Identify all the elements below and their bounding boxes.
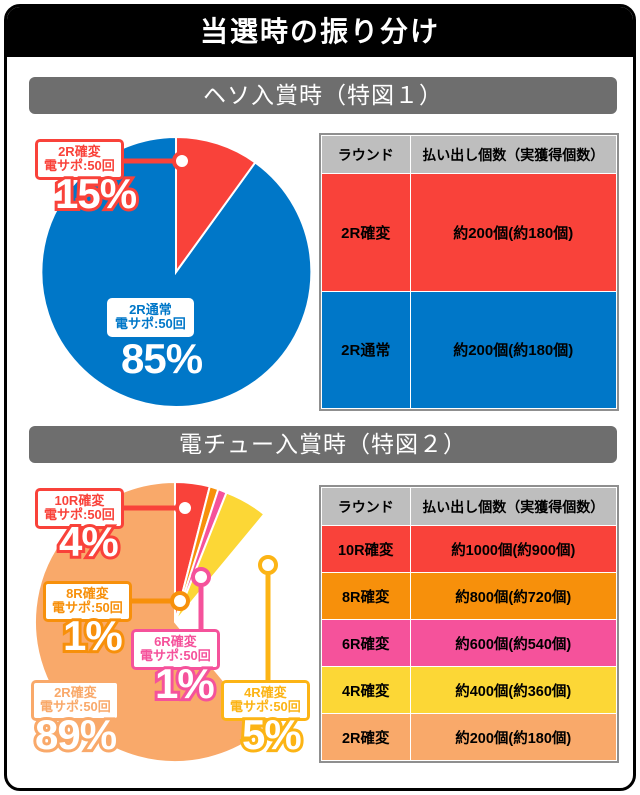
pie-callout-6r-line2: 電サポ:50回: [140, 648, 211, 664]
pie-percent-6r-kakuhen: 1% 1%: [152, 660, 218, 708]
pie-callout-2r-line1: 2R確変: [54, 685, 97, 700]
table-header-round: ラウンド: [321, 487, 411, 526]
section-header-denchu-label: 電チュー入賞時（特図２）: [179, 431, 467, 457]
pie-callout-10r-line2: 電サポ:50回: [44, 507, 115, 523]
payout-table-heso: ラウンド 払い出し個数（実獲得個数） 2R確変 約200個(約180個) 2R通…: [319, 133, 619, 411]
pie-callout-10r-line1: 10R確変: [54, 493, 105, 508]
table-row: 2R確変 約200個(約180個): [321, 173, 617, 292]
table-cell-round: 8R確変: [321, 572, 411, 620]
table-header-row: ラウンド 払い出し個数（実獲得個数）: [321, 487, 617, 526]
table-header-payout: 払い出し個数（実獲得個数）: [409, 135, 617, 174]
table-header-payout: 払い出し個数（実獲得個数）: [409, 487, 617, 526]
table-row: 2R通常 約200個(約180個): [321, 290, 617, 409]
pie-leader-dot-6r: [191, 567, 211, 587]
table-row: 10R確変 約1000個(約900個): [321, 525, 617, 573]
table-cell-payout: 約1000個(約900個): [409, 525, 617, 573]
table-cell-round: 2R確変: [321, 173, 411, 292]
table-row: 6R確変 約600個(約540個): [321, 619, 617, 667]
pie-callout-4r-kakuhen: 4R確変 電サポ:50回: [221, 680, 310, 722]
pie-slice-2r-kakuhen: [175, 135, 257, 276]
pie-callout-2r-normal-line2: 電サポ:50回: [115, 316, 186, 332]
table-row: 4R確変 約400個(約360個): [321, 666, 617, 714]
table-cell-payout: 約800個(約720個): [409, 572, 617, 620]
pie-leader-dot-4r: [258, 555, 278, 575]
pie-callout-2r-line2: 電サポ:50回: [40, 699, 111, 715]
pie-callout-2r-kakuhen: 2R確変 電サポ:50回: [35, 139, 124, 181]
pie-percent-10r-kakuhen: 4% 4%: [56, 518, 122, 566]
table-cell-payout: 約400個(約360個): [409, 666, 617, 714]
table-row: 8R確変 約800個(約720個): [321, 572, 617, 620]
pie-leader-dot-2r-kakuhen: [172, 151, 192, 171]
pie-callout-4r-line2: 電サポ:50回: [230, 699, 301, 715]
payout-table-denchu: ラウンド 払い出し個数（実獲得個数） 10R確変 約1000個(約900個) 8…: [319, 485, 619, 763]
pie-slice-4r-kakuhen: [174, 491, 266, 623]
pie-callout-2r-kakuhen-line1: 2R確変: [58, 144, 101, 159]
table-cell-round: 2R通常: [321, 290, 411, 409]
pie-callout-8r-kakuhen: 8R確変 電サポ:50回: [43, 581, 132, 623]
pie-leader-dot-10r: [175, 498, 195, 518]
pie-callout-8r-line1: 8R確変: [66, 586, 109, 601]
pie-percent-4r-kakuhen: 5% 5%: [239, 711, 305, 759]
table-cell-round: 2R確変: [321, 713, 411, 761]
table-header-row: ラウンド 払い出し個数（実獲得個数）: [321, 135, 617, 174]
outer-frame: 当選時の振り分け ヘソ入賞時（特図１） 2R確変 電サポ:50回: [4, 4, 636, 791]
pie-callout-2r-kakuhen-line2: 電サポ:50回: [44, 158, 115, 174]
pie-callout-6r-kakuhen: 6R確変 電サポ:50回: [131, 629, 220, 671]
pie-callout-6r-line1: 6R確変: [154, 634, 197, 649]
section-header-denchu: 電チュー入賞時（特図２）: [29, 426, 617, 463]
pie-percent-8r-kakuhen: 1% 1%: [60, 612, 126, 660]
table-row: 2R確変 約200個(約180個): [321, 713, 617, 761]
table-cell-round: 6R確変: [321, 619, 411, 667]
table-cell-payout: 約200個(約180個): [409, 290, 617, 409]
table-cell-payout: 約600個(約540個): [409, 619, 617, 667]
section-header-heso: ヘソ入賞時（特図１）: [29, 77, 617, 114]
pie-chart-denchu: 10R確変 電サポ:50回 4% 4% 8R確変 電サポ:50回 1% 1%: [25, 477, 325, 777]
page-title-bar: 当選時の振り分け: [7, 7, 633, 57]
pie-callout-8r-line2: 電サポ:50回: [52, 600, 123, 616]
pie-chart-heso: 2R確変 電サポ:50回 15% 15% 2R通常 電サポ:50回 85% 85…: [35, 133, 315, 411]
pie-leader-dot-8r: [170, 591, 190, 611]
pie-callout-10r-kakuhen: 10R確変 電サポ:50回: [35, 488, 124, 530]
pie-callout-4r-line1: 4R確変: [244, 685, 287, 700]
page-title: 当選時の振り分け: [199, 16, 440, 47]
table-cell-round: 10R確変: [321, 525, 411, 573]
section-header-heso-label: ヘソ入賞時（特図１）: [203, 82, 443, 108]
table-header-round: ラウンド: [321, 135, 411, 174]
pie-callout-2r-normal-line1: 2R通常: [129, 302, 172, 317]
pie-percent-2r-normal: 85% 85%: [118, 335, 206, 383]
pie-percent-2r-kakuhen: 15% 15%: [52, 170, 140, 218]
pie-callout-2r-kakuhen: 2R確変 電サポ:50回: [31, 680, 120, 722]
table-cell-payout: 約200個(約180個): [409, 173, 617, 292]
pie-callout-2r-normal: 2R通常 電サポ:50回: [107, 298, 194, 338]
table-cell-round: 4R確変: [321, 666, 411, 714]
table-cell-payout: 約200個(約180個): [409, 713, 617, 761]
pie-percent-2r-kakuhen: 89% 89%: [32, 711, 120, 759]
